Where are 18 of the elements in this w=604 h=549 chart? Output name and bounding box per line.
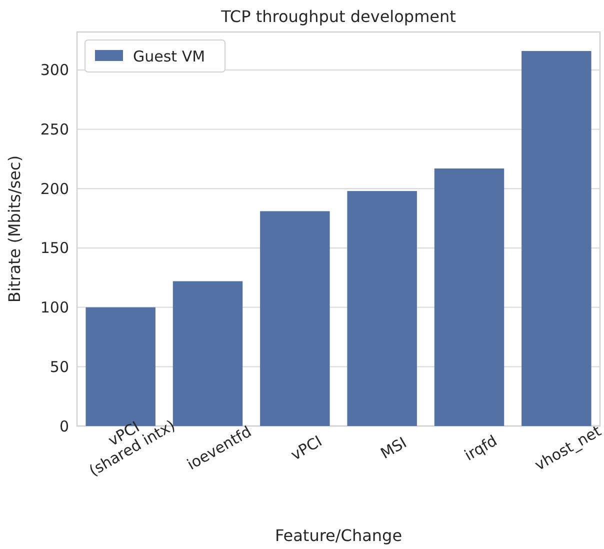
bar [260,211,330,426]
y-axis-title: Bitrate (Mbits/sec) [5,155,24,303]
bar [172,281,243,426]
bar [434,168,504,426]
x-tick-label: MSI [377,434,410,463]
bar [347,191,417,426]
x-axis-title: Feature/Change [274,526,402,545]
y-tick-label: 250 [40,120,69,139]
bar [522,50,592,426]
y-tick-label: 100 [40,298,69,317]
y-tick-label: 150 [40,239,69,258]
chart-title: TCP throughput development [220,7,456,26]
legend-label: Guest VM [133,47,206,66]
x-tick-label: vPCI [288,432,326,464]
y-tick-label: 300 [40,61,69,80]
y-tick-label: 50 [50,358,69,376]
y-tick-label: 0 [59,417,69,436]
y-tick-label: 200 [40,180,69,198]
